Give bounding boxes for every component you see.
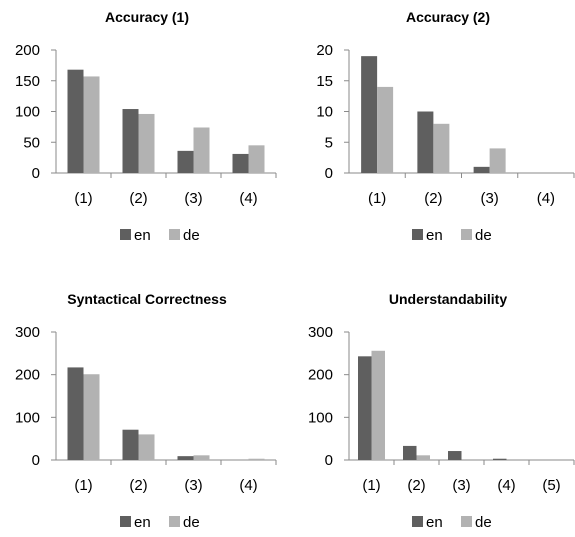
y-tick-label: 300	[15, 324, 40, 341]
bar-de-2	[138, 113, 155, 173]
y-tick-label: 200	[15, 367, 40, 384]
bar-de-4	[248, 458, 265, 460]
x-category-label: (3)	[184, 477, 202, 494]
legend-swatch-en	[412, 516, 423, 527]
x-category-label: (4)	[239, 477, 257, 494]
y-tick-label: 5	[325, 134, 333, 151]
legend-label-en: en	[134, 227, 151, 244]
bar-en-4	[493, 458, 507, 460]
chart-panel-4: Understandability 0 100 200 300 (1) (2) (3) (4) (…	[308, 291, 575, 531]
x-category-label: (1)	[74, 190, 92, 207]
x-category-label: (5)	[542, 477, 560, 494]
legend-swatch-en	[120, 516, 131, 527]
x-category-label: (2)	[407, 477, 425, 494]
y-tick-label: 20	[316, 42, 333, 59]
legend-swatch-de	[461, 229, 472, 240]
bar-en-3	[177, 456, 194, 460]
y-tick-label: 200	[15, 42, 40, 59]
y-tick-label: 100	[15, 409, 40, 426]
bar-en-3	[177, 150, 194, 173]
x-category-label: (4)	[497, 477, 515, 494]
legend-label-de: de	[183, 227, 200, 244]
y-tick-label: 50	[23, 134, 40, 151]
bar-de-4	[248, 145, 265, 173]
legend-label-en: en	[426, 227, 443, 244]
bar-en-1	[67, 69, 84, 173]
bar-de-1	[83, 76, 100, 173]
x-category-label: (1)	[362, 477, 380, 494]
x-category-label: (2)	[424, 190, 442, 207]
chart-title: Understandability	[389, 291, 507, 307]
chart-title: Syntactical Correctness	[67, 291, 227, 307]
bar-de-2	[433, 123, 450, 173]
legend: en de	[120, 227, 200, 244]
y-tick-label: 10	[316, 104, 333, 121]
bar-de-1	[83, 374, 100, 460]
y-tick-label: 15	[316, 73, 333, 90]
y-tick-label: 0	[325, 452, 333, 469]
legend-label-en: en	[134, 514, 151, 531]
legend: en de	[412, 227, 492, 244]
y-tick-label: 0	[32, 165, 40, 182]
chart-panel-3: Syntactical Correctness 0 100 200 300 (1) (2) (…	[15, 291, 277, 531]
y-tick-label: 300	[308, 324, 333, 341]
x-category-label: (2)	[129, 477, 147, 494]
bar-de-3	[193, 455, 210, 460]
bar-en-2	[122, 109, 139, 173]
chart-panel-1: Accuracy (1) 0 50 100 150 200 (1) (2) (3) (4) en de	[15, 9, 277, 244]
x-category-label: (4)	[239, 190, 257, 207]
legend-swatch-en	[412, 229, 423, 240]
x-category-label: (1)	[368, 190, 386, 207]
y-tick-label: 0	[32, 452, 40, 469]
legend-swatch-de	[169, 516, 180, 527]
bar-de-1	[377, 86, 394, 173]
bar-de-3	[489, 148, 506, 173]
legend: en de	[412, 514, 492, 531]
y-tick-label: 100	[308, 409, 333, 426]
y-tick-label: 200	[308, 367, 333, 384]
legend-label-de: de	[475, 514, 492, 531]
legend-label-de: de	[183, 514, 200, 531]
legend-swatch-de	[169, 229, 180, 240]
bar-en-4	[232, 153, 249, 173]
x-category-label: (4)	[537, 190, 555, 207]
legend-swatch-de	[461, 516, 472, 527]
x-category-label: (2)	[129, 190, 147, 207]
chart-title: Accuracy (1)	[105, 9, 189, 25]
bar-en-3	[448, 451, 462, 460]
bar-de-2	[138, 434, 155, 460]
x-category-label: (3)	[184, 190, 202, 207]
chart-title: Accuracy (2)	[406, 9, 490, 25]
bar-en-1	[358, 356, 372, 460]
bar-de-1	[371, 350, 385, 460]
bar-en-1	[67, 367, 84, 460]
bar-en-2	[122, 429, 139, 460]
legend: en de	[120, 514, 200, 531]
legend-label-en: en	[426, 514, 443, 531]
x-category-label: (3)	[480, 190, 498, 207]
bar-de-2	[416, 455, 430, 460]
bar-en-3	[473, 166, 490, 173]
bar-en-1	[361, 56, 378, 173]
chart-panel-2: Accuracy (2) 0 5 10 15 20 (1) (2) (3) (4) en de	[316, 9, 575, 244]
x-category-label: (3)	[452, 477, 470, 494]
bar-de-3	[193, 127, 210, 173]
y-tick-label: 150	[15, 73, 40, 90]
y-tick-label: 0	[325, 165, 333, 182]
x-category-label: (1)	[74, 477, 92, 494]
legend-swatch-en	[120, 229, 131, 240]
y-tick-label: 100	[15, 104, 40, 121]
bar-en-2	[417, 111, 434, 173]
bar-en-2	[403, 445, 417, 460]
legend-label-de: de	[475, 227, 492, 244]
